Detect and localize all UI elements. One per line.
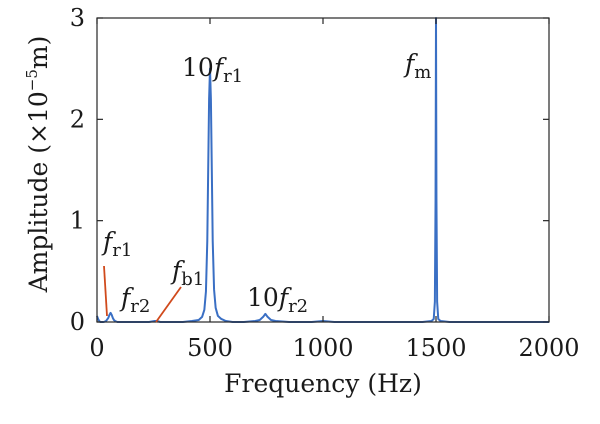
peak-label-symbol: f bbox=[101, 227, 116, 256]
peak-label-subscript: m bbox=[414, 62, 431, 83]
peak-label-symbol: f bbox=[403, 49, 418, 78]
leader-line-fr1 bbox=[103, 265, 108, 317]
y-tick-label: 3 bbox=[70, 4, 85, 32]
peak-label-fm: fm bbox=[403, 49, 431, 83]
peak-label-subscript: r2 bbox=[130, 296, 150, 317]
y-axis-title: Amplitude (×10−5m) bbox=[23, 36, 53, 294]
y-axis-title-suffix: m) bbox=[24, 36, 53, 69]
peak-label-subscript: r2 bbox=[288, 296, 308, 317]
x-tick-label: 1500 bbox=[405, 334, 466, 362]
y-axis-title-exponent: −5 bbox=[23, 69, 41, 91]
peak-label-fr1: fr1 bbox=[101, 227, 132, 261]
axes: 0 500 1000 1500 2000 0 1 2 3 bbox=[70, 4, 580, 362]
peak-label-fb1: fb1 bbox=[170, 256, 204, 290]
spectrum-series-line bbox=[96, 17, 549, 323]
leader-line-fb1 bbox=[155, 286, 182, 323]
peak-label-prefix: 10 bbox=[247, 283, 279, 312]
y-tick-label: 1 bbox=[70, 207, 85, 235]
x-tick-label: 0 bbox=[89, 334, 104, 362]
peak-label-10fr1: 10fr1 bbox=[182, 53, 243, 87]
peak-label-symbol: f bbox=[212, 53, 227, 82]
x-axis-title: Frequency (Hz) bbox=[224, 369, 422, 398]
peak-label-subscript: r1 bbox=[112, 240, 132, 261]
x-tick-label: 2000 bbox=[518, 334, 579, 362]
x-tick-label: 500 bbox=[187, 334, 233, 362]
peak-label-symbol: f bbox=[277, 283, 292, 312]
peak-label-symbol: f bbox=[119, 283, 134, 312]
y-axis-title-prefix: Amplitude (×10 bbox=[24, 91, 53, 293]
y-tick-label: 0 bbox=[70, 308, 85, 336]
x-tick-label: 1000 bbox=[292, 334, 353, 362]
peak-label-symbol: f bbox=[170, 256, 185, 285]
peak-label-subscript: r1 bbox=[223, 66, 243, 87]
peak-label-subscript: b1 bbox=[181, 269, 204, 290]
peak-label-prefix: 10 bbox=[182, 53, 214, 82]
peak-label-fr2: fr2 bbox=[119, 283, 150, 317]
y-tick-label: 2 bbox=[70, 105, 85, 133]
axis-titles: Frequency (Hz) Amplitude (×10−5m) bbox=[23, 36, 422, 398]
plot-area bbox=[96, 17, 549, 323]
peak-label-10fr2: 10fr2 bbox=[247, 283, 308, 317]
